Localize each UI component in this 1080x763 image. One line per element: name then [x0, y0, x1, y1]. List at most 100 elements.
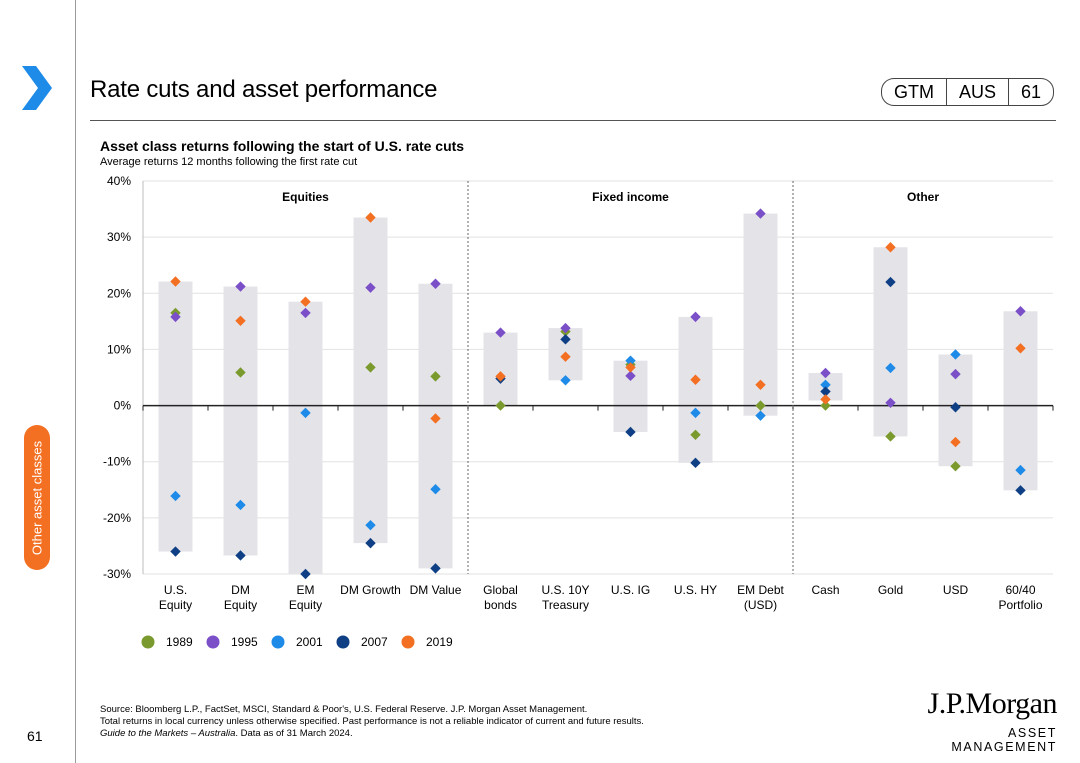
data-point [820, 394, 831, 405]
data-point [495, 327, 506, 338]
data-point [495, 371, 506, 382]
y-tick-label: -10% [103, 455, 131, 469]
category-label: Equity [224, 598, 257, 612]
footer-disclaimer: Total returns in local currency unless o… [100, 716, 644, 727]
category-label: USD [943, 583, 969, 597]
category-label: (USD) [744, 598, 777, 612]
category-label: DM Growth [340, 583, 401, 597]
section-tab-label: Other asset classes [29, 440, 45, 555]
data-point [1015, 343, 1026, 354]
data-point [560, 375, 571, 386]
data-point [365, 362, 376, 373]
section-tab[interactable]: Other asset classes [24, 425, 50, 570]
data-point [365, 282, 376, 293]
legend-label: 1989 [166, 635, 193, 649]
range-bar [353, 217, 388, 544]
category-label: Portfolio [998, 598, 1042, 612]
data-point [885, 362, 896, 374]
data-point [950, 436, 961, 448]
logo-wordmark: J.P.Morgan [927, 687, 1058, 720]
data-point [560, 351, 571, 362]
footer-guide-date: . Data as of 31 March 2024. [235, 728, 353, 739]
range-bar [678, 316, 713, 463]
category-label: Equity [159, 598, 192, 612]
chart-subtitle: Average returns 12 months following the … [100, 156, 358, 168]
data-point [820, 386, 831, 397]
category-label: EM Debt [737, 583, 784, 597]
category-label: U.S. HY [674, 583, 717, 597]
data-point [755, 400, 766, 411]
data-point [170, 546, 181, 557]
data-point [300, 568, 311, 580]
legend-label: 2019 [426, 635, 453, 649]
data-point [755, 208, 766, 219]
data-point [690, 429, 701, 440]
footer-guide-title: Guide to the Markets – Australia [100, 728, 236, 739]
data-point [560, 322, 571, 334]
group-label: Fixed income [592, 190, 669, 204]
category-label: U.S. IG [611, 583, 650, 597]
data-point [885, 431, 896, 442]
badge-page: 61 [1008, 79, 1053, 105]
data-point [170, 276, 181, 287]
data-point [690, 457, 701, 469]
data-point [625, 370, 636, 382]
legend-label: 2001 [296, 635, 323, 649]
y-tick-label: -20% [103, 511, 131, 525]
y-tick-label: 0% [114, 399, 132, 413]
data-point [430, 563, 441, 574]
chevron-right-icon [22, 66, 52, 110]
data-point [950, 349, 961, 360]
data-point [625, 355, 636, 366]
data-point [365, 537, 376, 549]
group-label: Other [907, 190, 939, 204]
data-point [495, 400, 506, 411]
category-label: bonds [484, 598, 517, 612]
category-label: Global [483, 583, 518, 597]
data-point [1015, 485, 1026, 496]
footer-notes: Source: Bloomberg L.P., FactSet, MSCI, S… [100, 704, 644, 740]
data-point [885, 397, 896, 408]
range-bar [873, 247, 908, 437]
range-bar [418, 283, 453, 569]
category-label: 60/40 [1005, 583, 1035, 597]
data-point [430, 278, 441, 289]
data-point [820, 367, 831, 379]
badge-gtm: GTM [894, 82, 934, 102]
range-bar [288, 301, 323, 574]
data-point [300, 407, 311, 419]
data-point [235, 315, 246, 326]
range-bar [158, 281, 193, 552]
data-point [430, 371, 441, 382]
y-tick-label: 10% [107, 342, 131, 356]
y-tick-label: -30% [103, 567, 131, 581]
data-point [625, 426, 636, 438]
header-divider [90, 120, 1056, 121]
data-point [1015, 464, 1026, 476]
y-tick-label: 40% [107, 174, 131, 188]
legend-marker [336, 635, 350, 649]
category-label: U.S. 10Y [541, 583, 589, 597]
data-point [430, 484, 441, 495]
data-point [235, 499, 246, 511]
data-point [235, 367, 246, 378]
data-point [950, 368, 961, 380]
category-label: U.S. [164, 583, 187, 597]
data-point [755, 379, 766, 390]
asset-returns-chart: -30% -20% -10% 0% 10% 20% 30% 40% Equities Fixed … [103, 174, 1054, 649]
data-point [950, 402, 961, 413]
group-label: Equities [282, 190, 329, 204]
legend-marker [206, 635, 220, 649]
category-label: DM [231, 583, 250, 597]
legend-label: 2007 [361, 635, 388, 649]
data-point [885, 276, 896, 288]
category-label: EM [297, 583, 315, 597]
legend-label: 1995 [231, 635, 258, 649]
badge-region: AUS [946, 79, 1008, 105]
data-point [170, 311, 181, 323]
range-bar [223, 286, 258, 556]
jpmorgan-logo: J.P.Morgan ASSET MANAGEMENT [905, 687, 1058, 755]
legend-marker [271, 635, 285, 649]
category-label: Cash [811, 583, 839, 597]
footer-source: Source: Bloomberg L.P., FactSet, MSCI, S… [100, 704, 588, 715]
